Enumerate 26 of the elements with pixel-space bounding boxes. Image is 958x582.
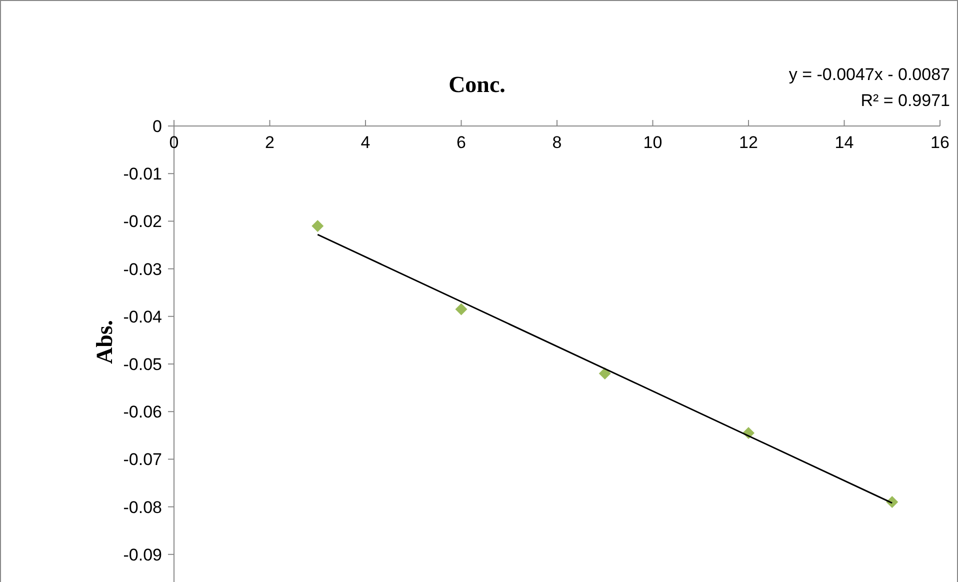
point — [455, 303, 468, 316]
x-tick-label: 6 — [456, 133, 466, 152]
text: R² = 0.9971 — [860, 91, 950, 110]
point — [312, 220, 324, 232]
x-tick-label: 4 — [360, 133, 370, 152]
y-tick-label: -0.01 — [123, 164, 162, 184]
y-tick-label: -0.04 — [123, 307, 162, 326]
y-axis-title: Abs. — [92, 320, 117, 364]
x-tick-label: 8 — [552, 133, 562, 152]
y-tick-label: -0.08 — [123, 498, 162, 517]
y-tick-label: -0.02 — [123, 212, 162, 232]
x-tick-label: 16 — [930, 133, 950, 152]
y-tick-label: -0.05 — [123, 354, 162, 374]
x-tick-label: 14 — [834, 133, 854, 152]
text: y = -0.0047x - 0.0087 — [788, 65, 950, 84]
y-tick-label: -0.07 — [123, 450, 162, 470]
y-tick-label: 0 — [152, 116, 162, 136]
point — [598, 368, 611, 380]
x-tick-label: 12 — [739, 133, 758, 152]
y-tick-label: -0.06 — [123, 402, 162, 422]
y-tick-label: -0.03 — [123, 260, 162, 279]
x-tick-label: 10 — [643, 133, 662, 152]
x-tick-label: 0 — [169, 133, 179, 152]
x-tick-label: 2 — [265, 133, 274, 152]
x-axis-title: Conc. — [448, 72, 506, 97]
y-tick-label: -0.09 — [123, 545, 162, 564]
